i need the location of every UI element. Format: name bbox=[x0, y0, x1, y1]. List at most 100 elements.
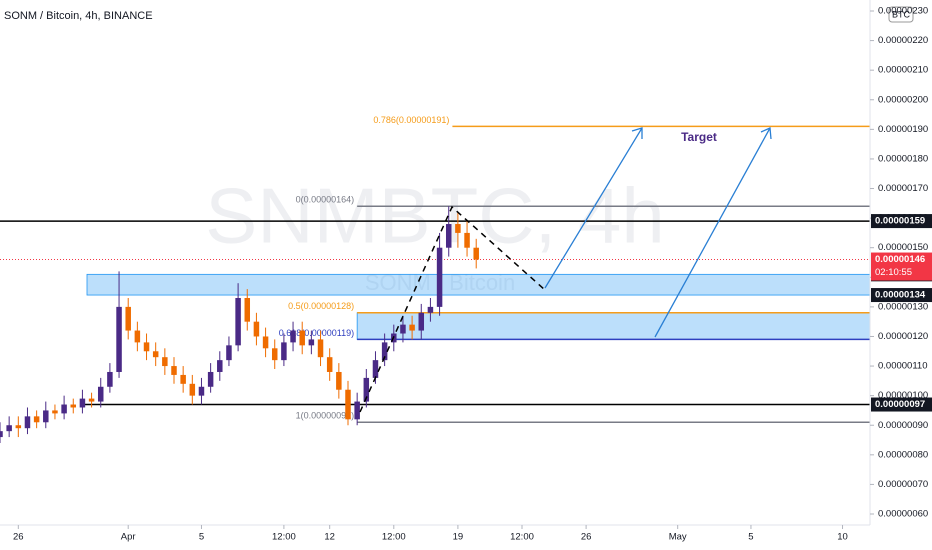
y-tick-label: 0.00000230 bbox=[878, 6, 928, 17]
candle-body bbox=[61, 404, 67, 414]
candle-body bbox=[381, 342, 388, 361]
candle-body bbox=[336, 371, 342, 390]
y-tick-label: 0.00000090 bbox=[878, 420, 928, 431]
candle-body bbox=[299, 330, 305, 346]
y-tick-label: 0.00000150 bbox=[878, 242, 928, 253]
candle-body bbox=[372, 360, 379, 378]
currency-badge[interactable] bbox=[888, 6, 914, 23]
fib-label: 0.5(0.00000128) bbox=[288, 301, 354, 311]
fib-label: 1(0.00000091) bbox=[296, 411, 355, 421]
candle-body bbox=[88, 398, 95, 402]
candle-body bbox=[308, 339, 315, 346]
price-badge bbox=[871, 288, 932, 303]
candle-body bbox=[15, 425, 22, 429]
candle-body bbox=[436, 247, 443, 307]
y-tick-label: 0.00000200 bbox=[878, 94, 928, 105]
fib-label: 0.786(0.00000191) bbox=[373, 115, 449, 125]
candle-body bbox=[79, 398, 86, 408]
candle-body bbox=[97, 386, 104, 402]
current-price-label: 0.00000146 bbox=[875, 254, 925, 265]
y-tick-label: 0.00000060 bbox=[878, 509, 928, 520]
candle-body bbox=[70, 404, 77, 408]
x-tick-label: 12:00 bbox=[382, 532, 406, 543]
candle-body bbox=[345, 389, 351, 420]
candle-body bbox=[326, 357, 333, 372]
x-tick-label: 5 bbox=[199, 532, 204, 543]
candle-body bbox=[24, 416, 31, 429]
y-tick-label: 0.00000120 bbox=[878, 331, 928, 342]
price-badge-label: 0.00000134 bbox=[875, 290, 926, 301]
x-tick-label: 19 bbox=[453, 532, 464, 543]
x-tick-label: Apr bbox=[121, 532, 136, 543]
candle-body bbox=[217, 360, 223, 372]
candle-body bbox=[43, 410, 49, 423]
chart-title: SONM / Bitcoin, 4h, BINANCE bbox=[4, 10, 153, 22]
y-tick-label: 0.00000070 bbox=[878, 479, 928, 490]
candle-body bbox=[171, 366, 177, 375]
candle-body bbox=[363, 377, 370, 402]
candle-body bbox=[198, 386, 205, 396]
y-tick-label: 0.00000170 bbox=[878, 183, 928, 194]
candle-body bbox=[317, 339, 324, 358]
current-price-badge bbox=[871, 252, 932, 281]
candle-body bbox=[52, 410, 58, 414]
pattern-line bbox=[359, 205, 546, 413]
candle-body bbox=[207, 371, 214, 387]
x-tick-label: 12:00 bbox=[510, 532, 534, 543]
candle-body bbox=[152, 351, 159, 358]
zone bbox=[86, 273, 871, 296]
candle-body bbox=[180, 374, 186, 384]
candle-body bbox=[400, 324, 406, 334]
candle-body bbox=[33, 416, 40, 423]
countdown: 02:10:55 bbox=[875, 267, 912, 278]
candle-body bbox=[409, 324, 415, 331]
candle-body bbox=[418, 312, 425, 331]
candle-body bbox=[354, 401, 360, 420]
arrows bbox=[544, 127, 772, 338]
candle-body bbox=[290, 330, 296, 343]
y-tick-label: 0.00000210 bbox=[878, 65, 928, 76]
candle-body bbox=[271, 348, 278, 361]
x-tick-label: 12:00 bbox=[272, 532, 296, 543]
candle-body bbox=[464, 232, 470, 248]
zone bbox=[356, 312, 871, 340]
x-tick-label: May bbox=[669, 532, 687, 543]
candle-body bbox=[0, 431, 3, 438]
candle-body bbox=[116, 306, 122, 372]
candle-body bbox=[107, 371, 113, 387]
fib-label: 0(0.00000164) bbox=[296, 195, 355, 205]
candle-body bbox=[281, 342, 287, 361]
candle-body bbox=[253, 321, 260, 337]
y-tick-label: 0.00000100 bbox=[878, 390, 928, 401]
candle-body bbox=[262, 336, 269, 349]
candle-body bbox=[134, 330, 141, 343]
annotation: Target bbox=[681, 130, 717, 144]
currency: BTC bbox=[892, 9, 911, 19]
price-badge-label: 0.00000097 bbox=[875, 399, 925, 410]
price-badge-label: 0.00000159 bbox=[875, 216, 925, 227]
candle-body bbox=[427, 306, 434, 313]
y-tick-label: 0.00000190 bbox=[878, 124, 928, 135]
candle-body bbox=[445, 224, 452, 248]
candle-body bbox=[162, 357, 168, 367]
x-tick-label: 12 bbox=[324, 532, 335, 543]
fib-label: 0.618(0.00000119) bbox=[279, 328, 354, 338]
y-tick-label: 0.00000130 bbox=[878, 301, 928, 312]
y-tick-label: 0.00000180 bbox=[878, 153, 928, 164]
x-tick-label: 26 bbox=[13, 532, 24, 543]
x-tick-label: 5 bbox=[748, 532, 753, 543]
x-tick-label: 26 bbox=[581, 532, 592, 543]
price-badge bbox=[871, 214, 932, 229]
candle-body bbox=[235, 298, 241, 346]
candle-body bbox=[125, 306, 131, 331]
candle-body bbox=[189, 383, 196, 396]
y-tick-label: 0.00000080 bbox=[878, 449, 928, 460]
y-tick-label: 0.00000110 bbox=[878, 361, 928, 372]
candle-body bbox=[473, 247, 479, 260]
candle-body bbox=[6, 425, 12, 432]
candle-body bbox=[143, 342, 150, 352]
price-badge bbox=[871, 397, 932, 412]
candle-body bbox=[226, 345, 232, 361]
